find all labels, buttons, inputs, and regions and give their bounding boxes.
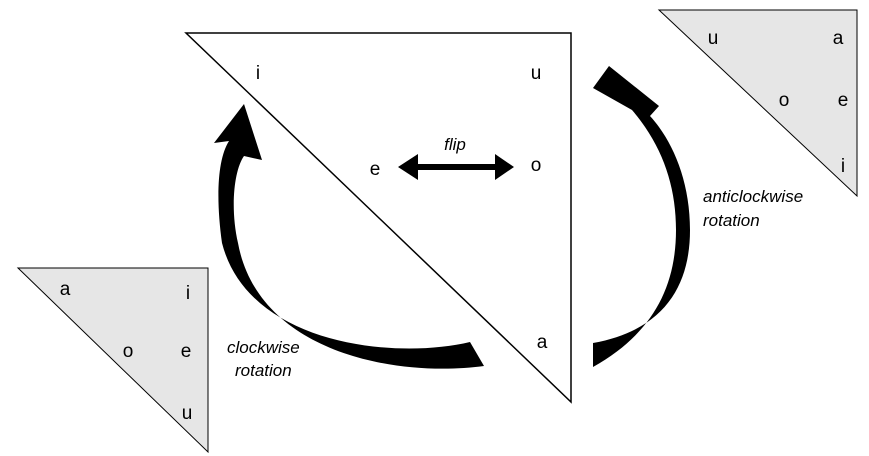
anticlockwise-arrow: anticlockwise rotation [593,66,803,367]
bottom-left-letter-u: u [182,403,193,424]
main-letter-e: e [370,159,381,180]
clockwise-label-line1: clockwise [227,338,300,357]
top-right-letter-u: u [708,28,719,49]
flip-double-arrow-shape [398,154,514,180]
top-right-triangle-shape [657,9,858,198]
top-right-letter-a: a [833,28,844,49]
main-triangle: i u e o a [184,32,572,404]
clockwise-label-line2: rotation [235,361,292,380]
flip-arrow: flip [398,135,514,180]
bottom-left-letter-i: i [186,283,190,304]
anticlockwise-label-line1: anticlockwise [703,187,803,206]
bottom-left-letter-e: e [181,341,192,362]
main-letter-o: o [531,155,542,176]
anticlockwise-label-line2: rotation [703,211,760,230]
clockwise-arrow: clockwise rotation [214,104,484,380]
bottom-left-triangle: a i o e u [16,267,209,454]
clockwise-curved-arrow-shape [214,104,484,369]
top-right-letter-e: e [838,90,849,111]
top-right-letter-i: i [841,156,845,177]
main-letter-a: a [537,332,548,353]
bottom-left-letter-o: o [123,341,134,362]
main-letter-i: i [256,63,260,84]
top-right-triangle: u a o e i [657,9,858,198]
main-letter-u: u [531,63,542,84]
top-right-letter-o: o [779,90,790,111]
main-triangle-outline [184,32,572,404]
bottom-left-letter-a: a [60,279,71,300]
flip-label: flip [444,135,466,154]
anticlockwise-curved-arrow-shape [593,66,690,367]
bottom-left-triangle-shape [16,267,209,454]
